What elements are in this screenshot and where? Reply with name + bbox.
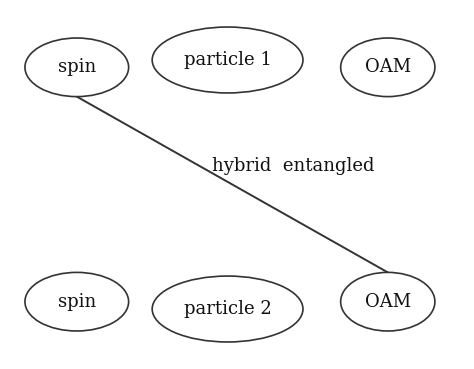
Ellipse shape bbox=[152, 276, 303, 342]
Ellipse shape bbox=[152, 27, 303, 93]
Text: hybrid  entangled: hybrid entangled bbox=[212, 157, 375, 175]
Ellipse shape bbox=[341, 272, 435, 331]
Ellipse shape bbox=[25, 38, 128, 97]
Text: spin: spin bbox=[58, 293, 96, 311]
Text: particle 2: particle 2 bbox=[184, 300, 272, 318]
Text: OAM: OAM bbox=[365, 58, 411, 76]
Ellipse shape bbox=[25, 272, 128, 331]
Text: OAM: OAM bbox=[365, 293, 411, 311]
Ellipse shape bbox=[341, 38, 435, 97]
Text: spin: spin bbox=[58, 58, 96, 76]
Text: particle 1: particle 1 bbox=[183, 51, 272, 69]
